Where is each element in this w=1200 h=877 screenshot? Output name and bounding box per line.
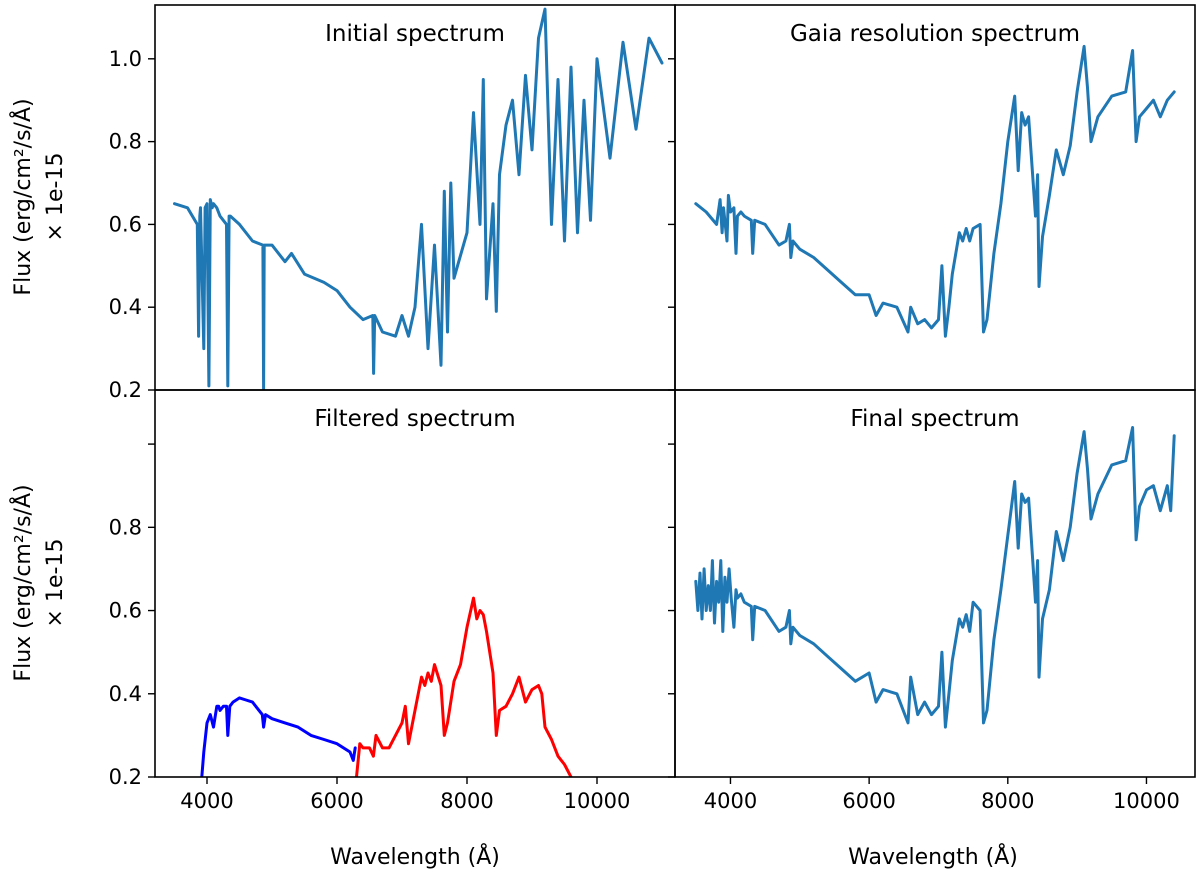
panel-title-2: Gaia resolution spectrum xyxy=(790,21,1080,47)
xtick-label-3-3: 10000 xyxy=(564,789,631,813)
panel-frame-2 xyxy=(674,4,1196,391)
ylabel-top-line1: Flux (erg/cm²/s/Å) xyxy=(9,98,36,295)
panel-frame-3 xyxy=(154,389,676,778)
series-line-2-1 xyxy=(694,44,1176,338)
ylabel-top-line2: × 1e-15 xyxy=(43,153,68,242)
xtick-label-4-1: 6000 xyxy=(842,789,895,813)
panel-1: 0.2 0.4 0.6 0.8 1.0 Initial spectrum xyxy=(109,4,676,402)
ytick-label-1-0: 0.2 xyxy=(109,378,142,402)
xtick-label-3-0: 4000 xyxy=(180,789,233,813)
series-line-1-1 xyxy=(173,7,664,390)
series-line-4-1 xyxy=(694,426,1176,729)
xlabel-left: Wavelength (Å) xyxy=(330,843,500,870)
ylabel-bottom-line1: Flux (erg/cm²/s/Å) xyxy=(9,484,36,681)
xtick-label-4-3: 10000 xyxy=(1113,789,1180,813)
ytick-label-1-2: 0.6 xyxy=(109,212,142,236)
series-line-3-2 xyxy=(355,596,573,777)
panel-3: 0.2 0.4 0.6 0.8 4000 6000 8000 10000 Filtered sp… xyxy=(109,389,676,813)
panel-4: 4000 6000 8000 10000 Final spectrum xyxy=(668,389,1196,813)
ytick-label-1-3: 0.8 xyxy=(109,130,142,154)
panel-title-4: Final spectrum xyxy=(850,406,1019,432)
ytick-label-3-3: 0.8 xyxy=(109,515,142,539)
panel-title-1: Initial spectrum xyxy=(325,21,505,47)
xtick-label-4-2: 8000 xyxy=(981,789,1034,813)
ytick-label-1-1: 0.4 xyxy=(109,295,142,319)
ytick-label-3-1: 0.4 xyxy=(109,682,142,706)
panel-2: Gaia resolution spectrum xyxy=(668,4,1196,391)
xtick-label-3-1: 6000 xyxy=(310,789,363,813)
xlabel-right: Wavelength (Å) xyxy=(848,843,1018,870)
ytick-label-3-2: 0.6 xyxy=(109,599,142,623)
ytick-label-3-0: 0.2 xyxy=(109,765,142,789)
series-line-3-1 xyxy=(200,696,357,777)
ylabel-bottom-line2: × 1e-15 xyxy=(43,539,68,628)
xtick-label-4-0: 4000 xyxy=(704,789,757,813)
ytick-label-1-4: 1.0 xyxy=(109,47,142,71)
xtick-label-3-2: 8000 xyxy=(440,789,493,813)
panel-frame-4 xyxy=(674,389,1196,778)
panel-title-3: Filtered spectrum xyxy=(314,406,515,432)
